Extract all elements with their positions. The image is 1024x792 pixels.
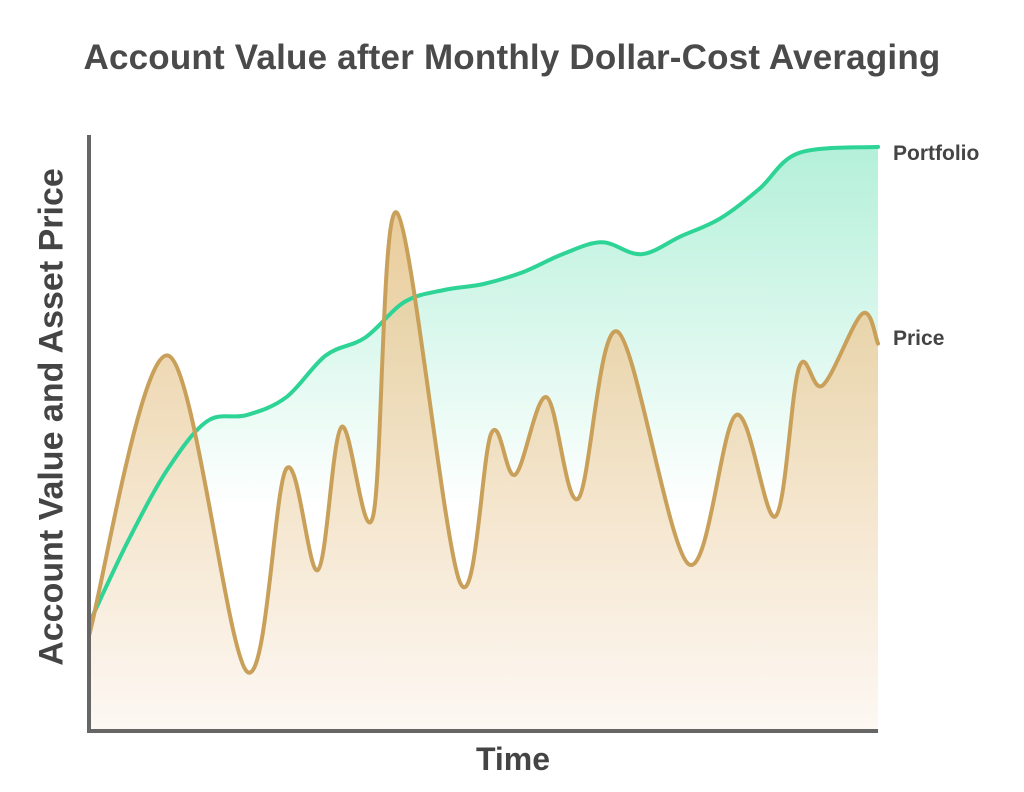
price-line: [87, 210, 880, 675]
chart-title: Account Value after Monthly Dollar-Cost …: [83, 38, 941, 77]
y-axis-label: Account Value and Asset Price: [32, 168, 71, 666]
price-area-fill: [89, 212, 878, 731]
price-series-label: Price: [893, 327, 945, 350]
portfolio-line: [87, 144, 880, 626]
x-axis-label: Time: [475, 741, 551, 777]
portfolio-series-label: Portfolio: [893, 142, 980, 165]
